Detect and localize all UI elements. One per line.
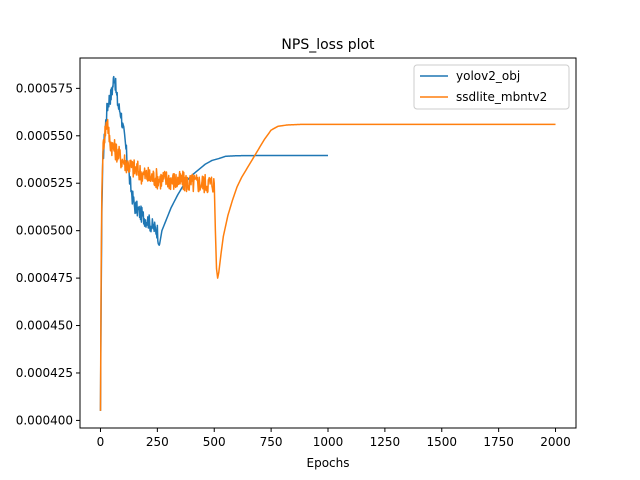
- x-tick-label: 1000: [313, 435, 344, 449]
- legend: yolov2_obj ssdlite_mbntv2: [413, 64, 570, 110]
- series-line-yolov2-obj: [99, 75, 329, 411]
- x-axis-label: Epochs: [307, 456, 350, 470]
- plot-lines: [99, 75, 556, 411]
- y-tick-label: 0.000425: [16, 366, 73, 380]
- y-tick-label: 0.000500: [16, 224, 73, 238]
- series-line-ssdlite-mbntv2: [99, 118, 556, 411]
- y-tick-label: 0.000475: [16, 271, 73, 285]
- x-tick-label: 0: [97, 435, 105, 449]
- x-tick-label: 2000: [540, 435, 571, 449]
- x-axis: 0 250 500 750 1000 1250 1500 1750 2000: [97, 428, 571, 449]
- y-tick-label: 0.000575: [16, 81, 73, 95]
- x-tick-label: 250: [146, 435, 169, 449]
- legend-label: ssdlite_mbntv2: [456, 90, 547, 104]
- legend-box: [413, 64, 570, 110]
- y-tick-label: 0.000450: [16, 319, 73, 333]
- y-tick-label: 0.000525: [16, 176, 73, 190]
- x-tick-label: 1500: [426, 435, 457, 449]
- x-tick-label: 750: [260, 435, 283, 449]
- x-tick-label: 1750: [483, 435, 514, 449]
- y-tick-label: 0.000550: [16, 129, 73, 143]
- chart-title: NPS_loss plot: [281, 37, 375, 53]
- x-tick-label: 500: [203, 435, 226, 449]
- legend-label: yolov2_obj: [456, 69, 520, 83]
- x-tick-label: 1250: [370, 435, 401, 449]
- y-axis: 0.000400 0.000425 0.000450 0.000475 0.000500…: [16, 81, 80, 427]
- y-tick-label: 0.000400: [16, 413, 73, 427]
